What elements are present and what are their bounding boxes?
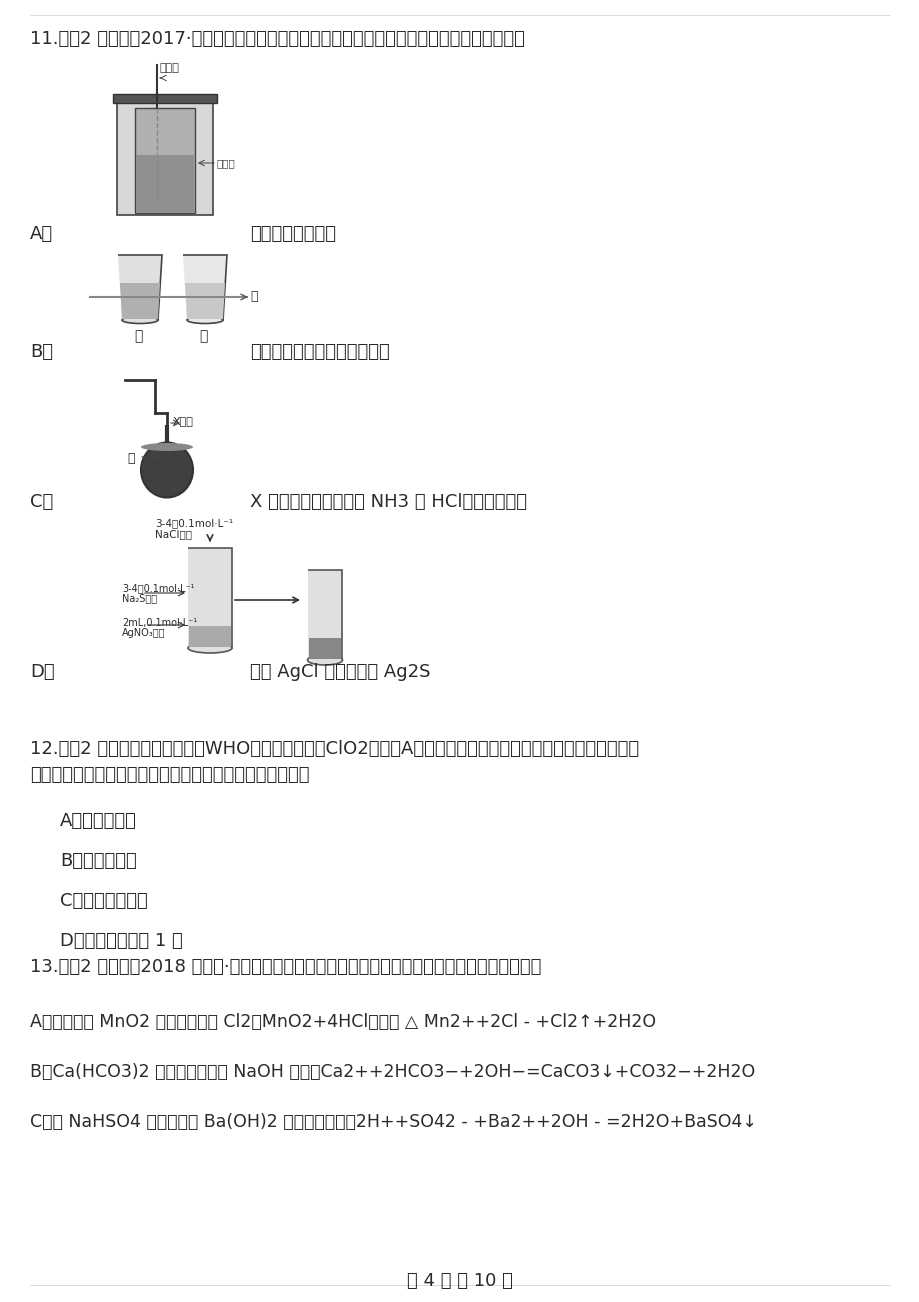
Polygon shape [183, 255, 227, 320]
Text: X 若为苯，可用于吸收 NH3 或 HCl，并防止倒吸: X 若为苯，可用于吸收 NH3 或 HCl，并防止倒吸 [250, 493, 527, 510]
Text: 水: 水 [127, 452, 134, 465]
Text: D．: D． [30, 663, 54, 681]
Text: 光: 光 [250, 290, 257, 303]
Text: 乙: 乙 [199, 329, 207, 342]
Ellipse shape [141, 443, 193, 497]
Polygon shape [135, 108, 195, 214]
Polygon shape [308, 570, 342, 660]
Polygon shape [119, 283, 160, 319]
Text: X物质: X物质 [173, 417, 194, 426]
Ellipse shape [122, 316, 158, 323]
Text: 甲: 甲 [134, 329, 142, 342]
Text: A．实验室用 MnO2 和浓盐酸制取 Cl2：MnO2+4HCl（浓） △ Mn2++2Cl - +Cl2↑+2H2O: A．实验室用 MnO2 和浓盐酸制取 Cl2：MnO2+4HCl（浓） △ Mn… [30, 1013, 655, 1031]
Text: C．: C． [30, 493, 53, 510]
Text: A．是强氧化剂: A．是强氧化剂 [60, 812, 137, 829]
Text: 11.　（2 分）　（2017·遂宁模拟）如图所示的实验，能达到实验目的或说法正确的是（　　）: 11. （2 分） （2017·遂宁模拟）如图所示的实验，能达到实验目的或说法正… [30, 30, 525, 48]
Text: 温度计: 温度计 [160, 62, 180, 73]
Text: 消毒等方面有着广泛应用，由此可判断二氧化氯（　　）。: 消毒等方面有着广泛应用，由此可判断二氧化氯（ ）。 [30, 766, 309, 784]
Text: 进行中和热的测定: 进行中和热的测定 [250, 225, 335, 243]
Text: D．分子中氯为负 1 价: D．分子中氯为负 1 价 [60, 932, 183, 950]
Text: 3-4滴0.1mol·L⁻¹: 3-4滴0.1mol·L⁻¹ [154, 518, 233, 529]
Ellipse shape [141, 443, 193, 450]
Text: 2mL,0.1mol·L⁻¹: 2mL,0.1mol·L⁻¹ [122, 618, 197, 628]
Text: 第 4 页 共 10 页: 第 4 页 共 10 页 [406, 1272, 513, 1290]
Polygon shape [188, 626, 231, 647]
Text: A．: A． [30, 225, 53, 243]
Text: B．是强还原剂: B．是强还原剂 [60, 852, 137, 870]
Text: C．是离子化合物: C．是离子化合物 [60, 892, 148, 910]
Polygon shape [185, 283, 225, 319]
Text: B．: B． [30, 342, 53, 361]
Text: Na₂S溢液: Na₂S溢液 [122, 592, 157, 603]
Polygon shape [309, 638, 341, 659]
Text: 12.　（2 分）　世界卫生组织（WHO）将二氧化氯（ClO2）列为A级高效安全灰菌消毒剂，它在食品保鲜、饮用水: 12. （2 分） 世界卫生组织（WHO）将二氧化氯（ClO2）列为A级高效安全… [30, 740, 639, 758]
Polygon shape [187, 548, 232, 648]
Text: NaCl溢液: NaCl溢液 [154, 529, 192, 539]
Bar [113, 94, 217, 103]
Text: AgNO₃溢液: AgNO₃溢液 [122, 628, 165, 638]
Polygon shape [118, 255, 162, 320]
Text: B．Ca(HCO3)2 溶液中加入少量 NaOH 溶液：Ca2++2HCO3−+2OH−=CaCO3↓+CO32−+2H2O: B．Ca(HCO3)2 溶液中加入少量 NaOH 溶液：Ca2++2HCO3−+… [30, 1062, 754, 1081]
Ellipse shape [307, 655, 342, 665]
Text: 验证 AgCl 溶解度大于 Ag2S: 验证 AgCl 溶解度大于 Ag2S [250, 663, 430, 681]
Polygon shape [136, 155, 194, 212]
Ellipse shape [187, 316, 222, 323]
Text: 13.　（2 分）　（2018 高一下·历城开学考）下列离子方程式与所述事实相符且正确的是（　　）: 13. （2 分） （2018 高一下·历城开学考）下列离子方程式与所述事实相符… [30, 958, 540, 976]
Text: C．向 NaHSO4 溶液中滴加 Ba(OH)2 溶液至呼中性：2H++SO42 - +Ba2++2OH - =2H2O+BaSO4↓: C．向 NaHSO4 溶液中滴加 Ba(OH)2 溶液至呼中性：2H++SO42… [30, 1113, 756, 1131]
Text: 碰液孔: 碰液孔 [217, 158, 235, 168]
Polygon shape [117, 95, 213, 215]
Ellipse shape [187, 643, 232, 654]
Text: 运用该实验可区分胶体和溶液: 运用该实验可区分胶体和溶液 [250, 342, 390, 361]
Text: 3-4滴0.1mol·L⁻¹: 3-4滴0.1mol·L⁻¹ [122, 583, 194, 592]
